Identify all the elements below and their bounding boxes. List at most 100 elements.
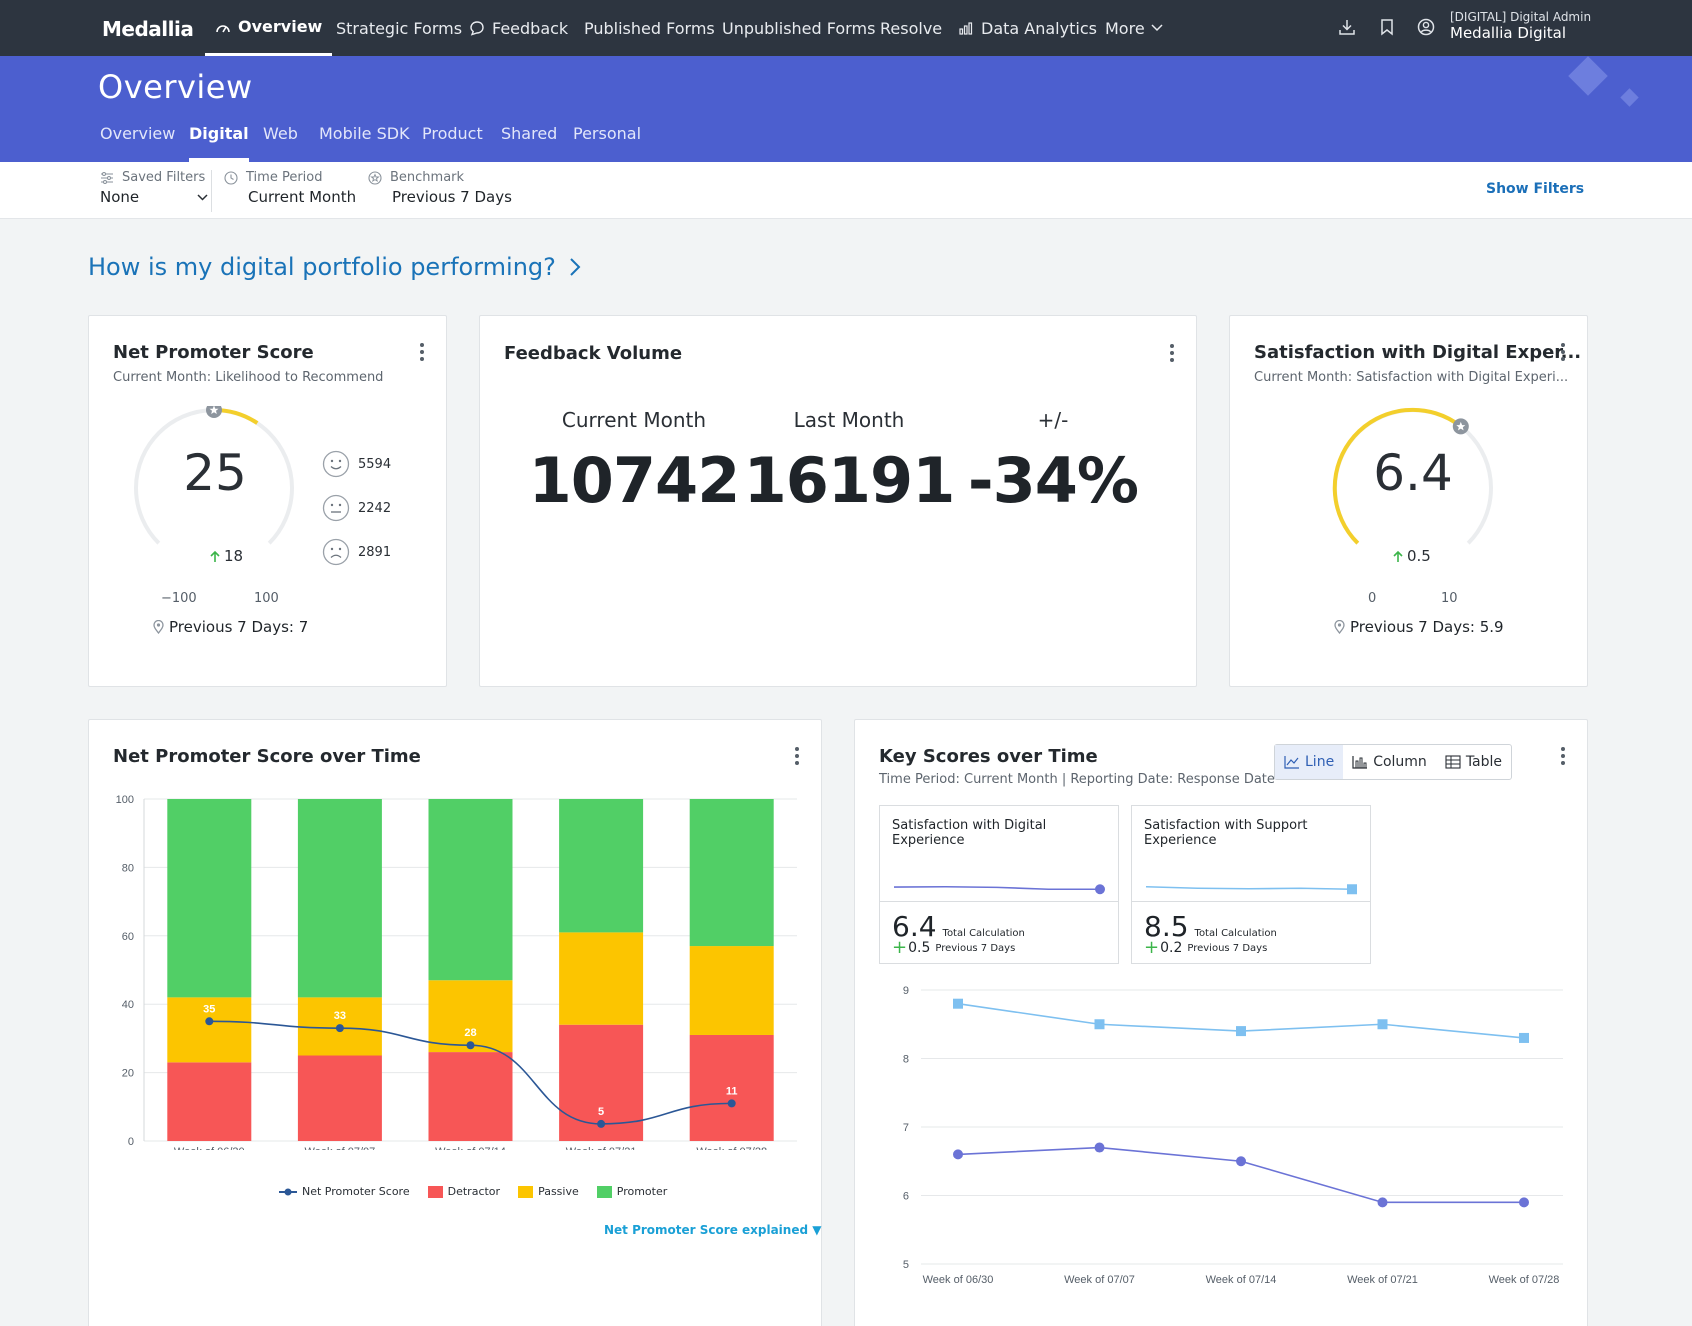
line-view-button[interactable]: Line xyxy=(1275,745,1344,779)
nps-explained-link[interactable]: Net Promoter Score explained ▼ xyxy=(604,1223,822,1237)
nav-item-published-forms[interactable]: Published Forms xyxy=(584,18,715,38)
change-label: +/- xyxy=(1037,408,1069,432)
arrow-up-icon xyxy=(1393,550,1403,562)
time-period-filter[interactable]: Time Period Current Month xyxy=(224,170,356,206)
nav-item-data-analytics[interactable]: Data Analytics xyxy=(958,0,1097,56)
y-tick-label: 100 xyxy=(116,794,134,806)
y-tick-label: 6 xyxy=(903,1191,909,1203)
bar-segment-promoter xyxy=(559,799,644,933)
kpi-tile-digital-experience[interactable]: Satisfaction with Digital Experience 6.4… xyxy=(879,805,1119,964)
kpi-divider xyxy=(1132,901,1370,902)
nps-point xyxy=(335,1024,344,1033)
last-month-label: Last Month xyxy=(793,408,905,432)
gauge-icon xyxy=(216,24,230,32)
column-view-button[interactable]: Column xyxy=(1343,745,1436,779)
show-filters-button[interactable]: Show Filters xyxy=(1486,181,1585,197)
nps-point xyxy=(597,1119,606,1128)
change-value: -34% xyxy=(967,444,1139,517)
card-menu-kebab-icon[interactable] xyxy=(1561,747,1565,768)
nps-benchmark-text: Previous 7 Days: 7 xyxy=(169,618,309,636)
arrow-up-icon xyxy=(210,550,220,562)
y-tick-label: 40 xyxy=(122,999,134,1011)
saved-filters-value: None xyxy=(100,188,140,206)
legend-label: Promoter xyxy=(616,1185,668,1198)
satisfaction-gauge xyxy=(1332,407,1493,545)
section-question-link[interactable]: How is my digital portfolio performing? xyxy=(88,253,582,281)
series-point-circle xyxy=(1377,1197,1388,1208)
benchmark-filter[interactable]: Benchmark Previous 7 Days xyxy=(368,170,512,206)
nav-item-unpublished-forms[interactable]: Unpublished Forms xyxy=(722,18,876,38)
brand-logo[interactable]: Medallia xyxy=(102,17,194,41)
kpi-sparkline xyxy=(1145,884,1357,895)
kpi-bench-label: Previous 7 Days xyxy=(1187,942,1268,954)
toggle-label: Line xyxy=(1305,754,1335,770)
benchmark-label: Benchmark xyxy=(390,170,465,185)
saved-filters-dropdown[interactable]: Saved Filters None xyxy=(100,170,208,206)
series-point-circle xyxy=(1094,1142,1105,1153)
kpi-value-row: 6.4 Total Calculation xyxy=(892,910,1025,943)
promoters-value: 5594 xyxy=(358,456,392,472)
nps-data-label: 28 xyxy=(464,1027,476,1039)
clock-icon xyxy=(224,170,238,185)
card-menu-kebab-icon[interactable] xyxy=(420,343,424,364)
legend-label: Detractor xyxy=(447,1185,501,1198)
gauge-fill xyxy=(1332,407,1463,545)
card-title: Net Promoter Score xyxy=(113,342,314,363)
kpi-calc-label: Total Calculation xyxy=(1194,928,1277,939)
feedback-volume-card: Feedback Volume Current Month 10742 Last… xyxy=(479,315,1197,687)
card-menu-kebab-icon[interactable] xyxy=(1170,344,1174,365)
nav-item-resolve[interactable]: Resolve xyxy=(880,18,943,38)
card-subtitle: Time Period: Current Month | Reporting D… xyxy=(879,772,1275,787)
kpi-divider xyxy=(880,901,1118,902)
x-tick-label: Week of 07/21 xyxy=(1347,1274,1418,1286)
speech-bubble-icon xyxy=(470,21,484,36)
nps-over-time-chart: 0 20 40 60 80 100 Week of 06/30 Week of 07/07 We… xyxy=(116,794,797,1150)
series-point-circle xyxy=(1236,1156,1246,1167)
table-view-button[interactable]: Table xyxy=(1436,745,1511,779)
tab-web[interactable]: Web xyxy=(263,124,298,143)
kpi-value: 8.5 xyxy=(1144,910,1189,943)
bar-segment-promoter xyxy=(297,799,382,998)
y-tick-label: 5 xyxy=(903,1259,909,1271)
legend-nps[interactable]: Net Promoter Score xyxy=(279,1185,410,1198)
tab-product[interactable]: Product xyxy=(422,124,483,143)
nav-item-strategic-forms[interactable]: Strategic Forms xyxy=(336,18,463,38)
download-icon[interactable] xyxy=(1338,18,1356,36)
detractors-count: 2891 xyxy=(322,538,391,566)
gauge-max-label: 10 xyxy=(1441,591,1458,606)
y-tick-label: 60 xyxy=(122,931,134,943)
nps-line xyxy=(209,1020,732,1125)
nav-item-overview[interactable]: Overview xyxy=(205,0,333,56)
user-role-text: [DIGITAL] Digital Admin xyxy=(1450,10,1592,24)
kpi-delta-row: + 0.5 Previous 7 Days xyxy=(892,939,1015,957)
tab-shared[interactable]: Shared xyxy=(501,124,558,143)
happy-face-icon xyxy=(322,450,350,478)
legend-detractor[interactable]: Detractor xyxy=(427,1185,501,1198)
user-name-text[interactable]: Medallia Digital xyxy=(1450,24,1566,42)
tab-digital[interactable]: Digital xyxy=(189,124,249,162)
sparkline-end-point xyxy=(1347,884,1357,895)
tab-personal[interactable]: Personal xyxy=(573,124,642,143)
kpi-tile-support-experience[interactable]: Satisfaction with Support Experience 8.5… xyxy=(1131,805,1371,964)
passives-count: 2242 xyxy=(322,494,391,522)
series-point-square xyxy=(1236,1026,1246,1037)
nav-item-more[interactable]: More xyxy=(1105,0,1170,56)
nav-item-feedback[interactable]: Feedback xyxy=(469,0,568,56)
line-chart-icon xyxy=(1284,756,1299,769)
legend-passive[interactable]: Passive xyxy=(518,1185,579,1198)
tab-mobile-sdk[interactable]: Mobile SDK xyxy=(319,124,410,143)
bookmark-icon[interactable] xyxy=(1379,18,1395,36)
satisfaction-card: Satisfaction with Digital Exper... Curre… xyxy=(1229,315,1588,687)
series-point-square xyxy=(1519,1032,1529,1043)
legend-promoter[interactable]: Promoter xyxy=(596,1185,668,1198)
bar-chart-icon xyxy=(1352,756,1368,769)
user-account-icon[interactable] xyxy=(1417,18,1435,36)
card-menu-kebab-icon[interactable] xyxy=(1561,343,1565,364)
kpi-value-row: 8.5 Total Calculation xyxy=(1144,910,1277,943)
kpi-value: 6.4 xyxy=(892,910,937,943)
legend-label: Net Promoter Score xyxy=(302,1185,410,1198)
benchmark-marker-icon xyxy=(1452,418,1469,435)
page-title: Overview xyxy=(98,68,253,106)
card-menu-kebab-icon[interactable] xyxy=(795,747,799,768)
tab-overview[interactable]: Overview xyxy=(100,124,176,143)
